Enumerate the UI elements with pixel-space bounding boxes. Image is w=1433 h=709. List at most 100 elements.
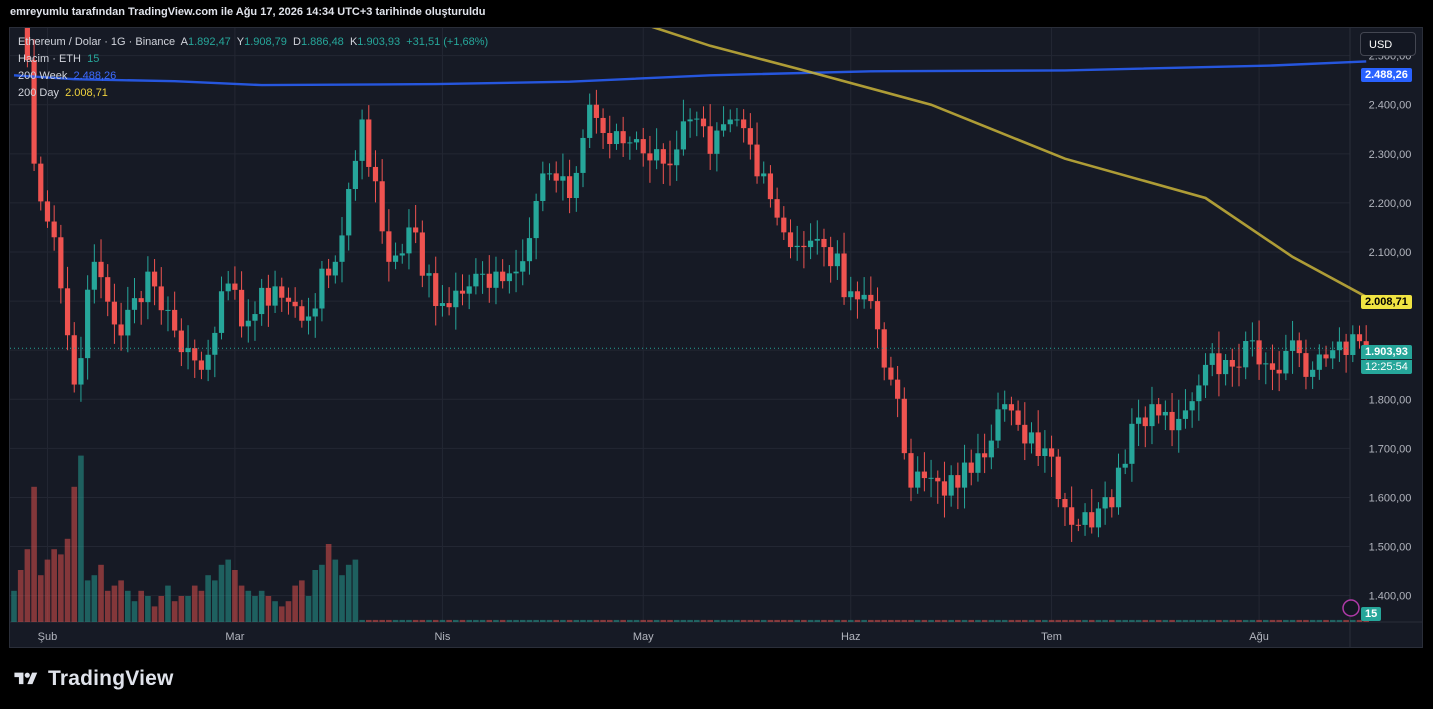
volume-bar xyxy=(58,554,64,622)
volume-bar xyxy=(700,619,707,622)
legend-high-label: Y xyxy=(236,36,245,48)
volume-bar xyxy=(1008,619,1015,622)
candle-body xyxy=(272,286,278,306)
candle-body xyxy=(24,28,30,61)
volume-bar xyxy=(98,564,104,622)
volume-bar xyxy=(345,564,352,622)
candle-body xyxy=(279,286,285,298)
candle-body xyxy=(694,118,700,120)
candle-body xyxy=(1082,512,1088,525)
volume-bar xyxy=(31,486,37,622)
candle-body xyxy=(426,273,432,276)
volume-bar xyxy=(365,619,372,622)
candle-body xyxy=(1015,410,1021,425)
legend-200-week-row[interactable]: 200 Week 2.488,26 xyxy=(18,70,116,82)
candle-body xyxy=(1129,423,1135,464)
candle-body xyxy=(178,330,184,353)
candle-body xyxy=(1156,404,1162,416)
candle-body xyxy=(131,298,138,310)
volume-bar xyxy=(955,619,961,622)
volume-bar xyxy=(486,619,493,622)
x-tick-label: Nis xyxy=(434,631,450,643)
price-chart[interactable]: 1.400,00 1.500,00 1.600,00 1.700,00 1.800,00… xyxy=(10,28,1423,648)
volume-bar xyxy=(1209,619,1216,622)
legend-volume-row[interactable]: Hacim · ETH 15 xyxy=(18,53,99,65)
candle-body xyxy=(1269,363,1276,370)
volume-bar xyxy=(740,619,747,622)
candle-body xyxy=(1095,508,1102,528)
candle-body xyxy=(339,235,345,262)
candle-body xyxy=(1249,340,1255,342)
volume-bar xyxy=(1289,619,1296,622)
volume-bar xyxy=(834,619,841,622)
volume-bar xyxy=(553,619,560,622)
candle-body xyxy=(654,149,660,161)
legend-low-label: D xyxy=(293,36,301,48)
volume-bar xyxy=(1262,619,1269,622)
candle-body xyxy=(941,481,948,496)
candle-body xyxy=(1075,524,1081,526)
candle-body xyxy=(620,131,626,144)
y-tick-label: 1.700,00 xyxy=(1369,443,1412,455)
volume-bar xyxy=(118,580,124,622)
volume-bar xyxy=(1048,619,1055,622)
volume-bar xyxy=(278,606,285,622)
volume-bar xyxy=(868,619,874,622)
volume-bar xyxy=(1303,619,1309,622)
candle-body xyxy=(734,119,740,121)
candle-body xyxy=(433,273,439,306)
candle-body xyxy=(680,121,686,150)
ma200d-price-tag: 2.008,71 xyxy=(1361,295,1412,309)
volume-bar xyxy=(1350,619,1356,622)
candle-body xyxy=(908,453,914,488)
candle-body xyxy=(453,290,459,308)
volume-bar xyxy=(934,619,941,622)
candle-body xyxy=(165,309,171,311)
volume-bar xyxy=(178,596,185,622)
currency-button[interactable]: USD xyxy=(1360,32,1416,56)
candle-body xyxy=(413,227,419,233)
candle-body xyxy=(31,60,37,164)
volume-bar xyxy=(104,590,111,622)
candle-body xyxy=(982,453,988,458)
volume-bar xyxy=(881,619,888,622)
candle-body xyxy=(312,308,318,317)
chart-panel[interactable]: 1.400,00 1.500,00 1.600,00 1.700,00 1.800,00… xyxy=(9,27,1423,648)
volume-bar xyxy=(1068,619,1075,622)
volume-bar xyxy=(479,619,486,622)
volume-bar xyxy=(1075,619,1082,622)
candle-body xyxy=(1323,354,1329,359)
candle-body xyxy=(292,301,298,307)
candle-body xyxy=(587,104,593,138)
volume-bar xyxy=(546,619,553,622)
volume-bar xyxy=(212,580,218,622)
volume-bar xyxy=(493,619,499,622)
candle-body xyxy=(352,160,358,190)
volume-bar xyxy=(71,486,78,622)
candle-body xyxy=(1243,341,1249,368)
volume-bar xyxy=(232,570,238,622)
candle-body xyxy=(198,360,205,370)
candle-body xyxy=(392,255,399,262)
legend-200-day-row[interactable]: 200 Day 2.008,71 xyxy=(18,87,108,99)
volume-bar xyxy=(473,619,479,622)
candle-body xyxy=(1062,499,1068,508)
volume-bar xyxy=(519,619,526,622)
ma200w-price-tag: 2.488,26 xyxy=(1361,68,1412,82)
tradingview-logo[interactable]: TradingView xyxy=(11,667,174,691)
legend-symbol[interactable]: Ethereum / Dolar · 1G · Binance xyxy=(18,36,176,48)
volume-bar xyxy=(727,619,734,622)
candle-body xyxy=(118,324,124,336)
candle-body xyxy=(1042,448,1048,457)
candle-body xyxy=(51,221,57,238)
volume-bar xyxy=(1088,619,1095,622)
legend-change: +31,51 (+1,68%) xyxy=(406,36,489,48)
candle-body xyxy=(439,303,446,306)
volume-bar xyxy=(432,619,439,622)
candle-body xyxy=(238,289,245,327)
volume-bar xyxy=(1249,619,1256,622)
volume-bar xyxy=(1343,619,1349,622)
candle-body xyxy=(78,358,84,385)
candle-body xyxy=(419,232,425,276)
volume-bar xyxy=(968,619,975,622)
